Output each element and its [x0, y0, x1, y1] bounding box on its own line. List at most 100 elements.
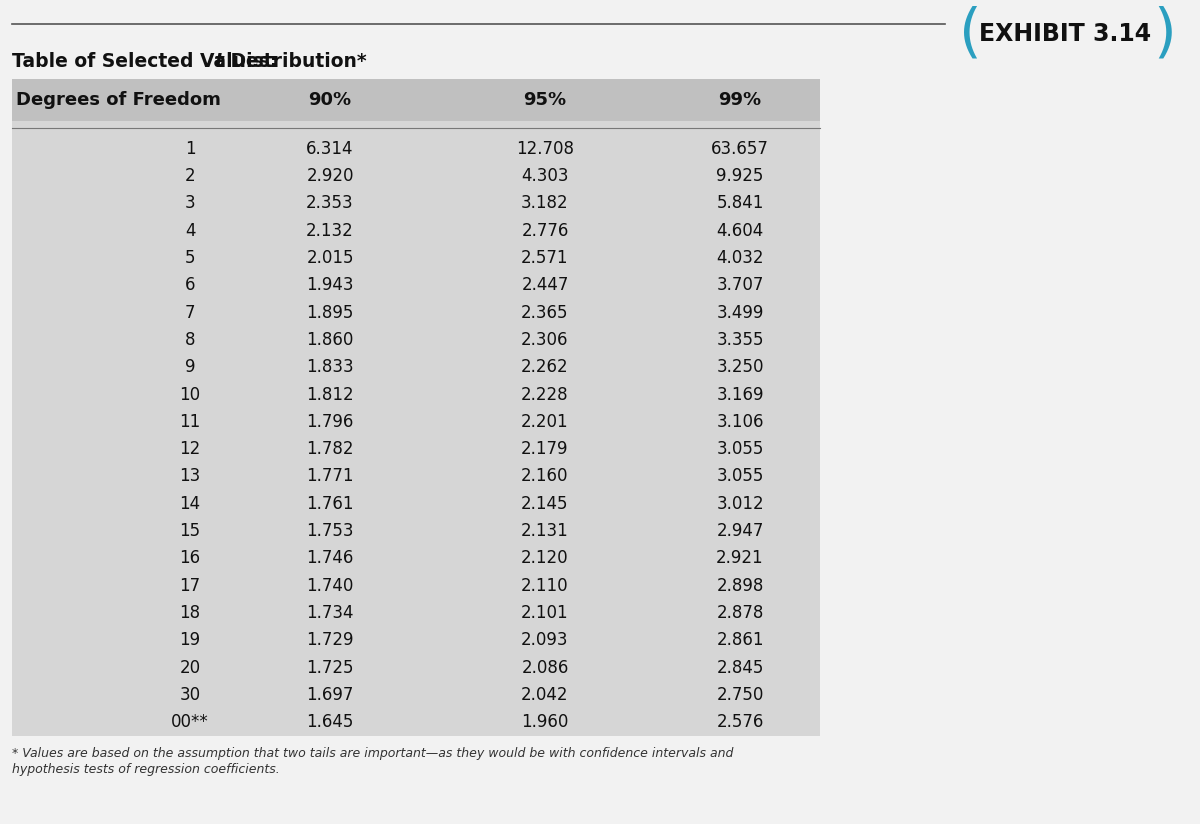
- Text: 2.776: 2.776: [521, 222, 569, 240]
- Text: 00**: 00**: [172, 714, 209, 732]
- Text: 2.160: 2.160: [521, 467, 569, 485]
- Text: 2.920: 2.920: [306, 167, 354, 185]
- Text: Degrees of Freedom: Degrees of Freedom: [16, 91, 221, 109]
- Text: 1.740: 1.740: [306, 577, 354, 595]
- Text: 2.145: 2.145: [521, 494, 569, 513]
- Text: 1.734: 1.734: [306, 604, 354, 622]
- Text: 2.845: 2.845: [716, 658, 763, 677]
- Text: 2.861: 2.861: [716, 631, 763, 649]
- Bar: [12, 79, 820, 736]
- Text: 1.782: 1.782: [306, 440, 354, 458]
- Text: 1.729: 1.729: [306, 631, 354, 649]
- Text: 1: 1: [185, 139, 196, 157]
- Text: 10: 10: [180, 386, 200, 404]
- Text: 1.771: 1.771: [306, 467, 354, 485]
- Text: 5.841: 5.841: [716, 194, 763, 213]
- Text: 4.604: 4.604: [716, 222, 763, 240]
- Text: 4: 4: [185, 222, 196, 240]
- Text: 1.796: 1.796: [306, 413, 354, 431]
- Text: 2.015: 2.015: [306, 249, 354, 267]
- Text: t: t: [214, 52, 223, 71]
- Text: 9: 9: [185, 358, 196, 377]
- Text: 1.746: 1.746: [306, 550, 354, 568]
- Text: (: (: [959, 6, 982, 63]
- Text: 2.179: 2.179: [521, 440, 569, 458]
- Text: 2.086: 2.086: [521, 658, 569, 677]
- Text: 2.750: 2.750: [716, 686, 763, 704]
- Text: 13: 13: [179, 467, 200, 485]
- Text: 3.055: 3.055: [716, 440, 763, 458]
- Text: 3.169: 3.169: [716, 386, 763, 404]
- Text: 8: 8: [185, 331, 196, 349]
- Text: 3.012: 3.012: [716, 494, 764, 513]
- Text: 2.132: 2.132: [306, 222, 354, 240]
- Text: 11: 11: [179, 413, 200, 431]
- Text: 3.355: 3.355: [716, 331, 763, 349]
- Text: 2.228: 2.228: [521, 386, 569, 404]
- Text: 2.365: 2.365: [521, 303, 569, 321]
- Bar: [12, 79, 820, 121]
- Text: 2.110: 2.110: [521, 577, 569, 595]
- Text: 7: 7: [185, 303, 196, 321]
- Text: 20: 20: [180, 658, 200, 677]
- Text: ): ): [1153, 6, 1176, 63]
- Text: 2.571: 2.571: [521, 249, 569, 267]
- Text: 3.707: 3.707: [716, 276, 763, 294]
- Text: Distribution*: Distribution*: [224, 52, 367, 71]
- Text: 19: 19: [180, 631, 200, 649]
- Text: 2.131: 2.131: [521, 522, 569, 540]
- Text: 1.943: 1.943: [306, 276, 354, 294]
- Text: 3.499: 3.499: [716, 303, 763, 321]
- Text: 1.895: 1.895: [306, 303, 354, 321]
- Text: 3.250: 3.250: [716, 358, 763, 377]
- Text: 16: 16: [180, 550, 200, 568]
- Text: 3: 3: [185, 194, 196, 213]
- Text: 2.947: 2.947: [716, 522, 763, 540]
- Text: 12: 12: [179, 440, 200, 458]
- Text: 99%: 99%: [719, 91, 762, 109]
- Text: 1.725: 1.725: [306, 658, 354, 677]
- Text: 4.303: 4.303: [521, 167, 569, 185]
- Text: 14: 14: [180, 494, 200, 513]
- Text: 3.106: 3.106: [716, 413, 763, 431]
- Text: hypothesis tests of regression coefficients.: hypothesis tests of regression coefficie…: [12, 762, 280, 775]
- Text: 2.921: 2.921: [716, 550, 764, 568]
- Text: 3.182: 3.182: [521, 194, 569, 213]
- Text: 18: 18: [180, 604, 200, 622]
- Text: 2.898: 2.898: [716, 577, 763, 595]
- Text: 1.860: 1.860: [306, 331, 354, 349]
- Text: 2: 2: [185, 167, 196, 185]
- Text: 2.447: 2.447: [521, 276, 569, 294]
- Text: 15: 15: [180, 522, 200, 540]
- Text: 3.055: 3.055: [716, 467, 763, 485]
- Text: 6: 6: [185, 276, 196, 294]
- Text: 1.645: 1.645: [306, 714, 354, 732]
- Text: 1.960: 1.960: [521, 714, 569, 732]
- Text: 2.306: 2.306: [521, 331, 569, 349]
- Text: 95%: 95%: [523, 91, 566, 109]
- Text: 5: 5: [185, 249, 196, 267]
- Text: Table of Selected Values:: Table of Selected Values:: [12, 52, 284, 71]
- Text: 17: 17: [180, 577, 200, 595]
- Text: 9.925: 9.925: [716, 167, 763, 185]
- Text: 1.833: 1.833: [306, 358, 354, 377]
- Text: 2.093: 2.093: [521, 631, 569, 649]
- Text: 63.657: 63.657: [712, 139, 769, 157]
- Text: 1.761: 1.761: [306, 494, 354, 513]
- Text: 4.032: 4.032: [716, 249, 763, 267]
- Text: 2.576: 2.576: [716, 714, 763, 732]
- Text: 6.314: 6.314: [306, 139, 354, 157]
- Text: 2.878: 2.878: [716, 604, 763, 622]
- Text: 2.201: 2.201: [521, 413, 569, 431]
- Text: 90%: 90%: [308, 91, 352, 109]
- Text: 2.262: 2.262: [521, 358, 569, 377]
- Text: 1.812: 1.812: [306, 386, 354, 404]
- Text: 12.708: 12.708: [516, 139, 574, 157]
- Text: 2.120: 2.120: [521, 550, 569, 568]
- Text: 2.353: 2.353: [306, 194, 354, 213]
- Text: 2.042: 2.042: [521, 686, 569, 704]
- Text: EXHIBIT 3.14: EXHIBIT 3.14: [979, 22, 1151, 46]
- Text: 1.753: 1.753: [306, 522, 354, 540]
- Text: 2.101: 2.101: [521, 604, 569, 622]
- Text: * Values are based on the assumption that two tails are important—as they would : * Values are based on the assumption tha…: [12, 747, 733, 761]
